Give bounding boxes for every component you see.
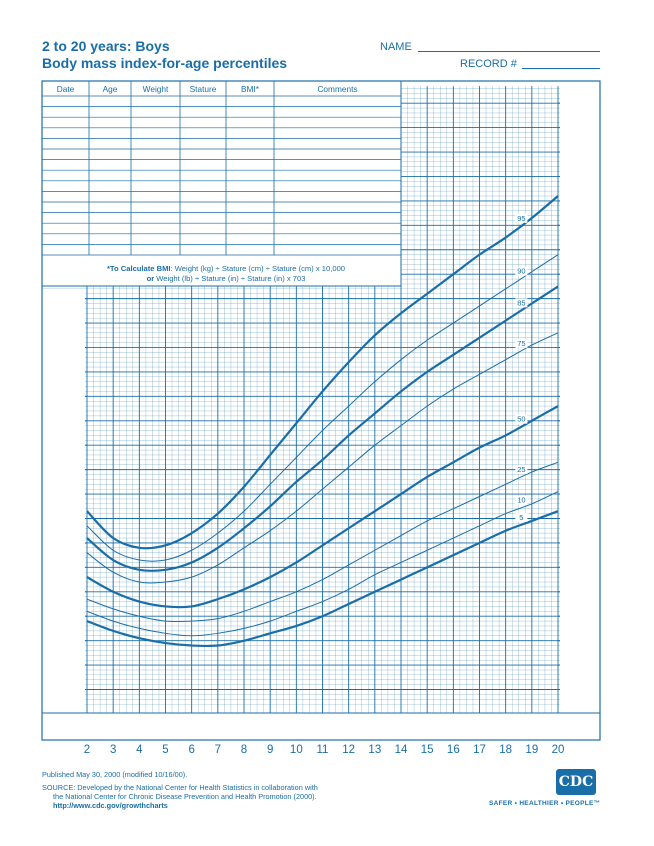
x-tick-label: 9	[267, 744, 273, 756]
outer-frame	[41, 80, 601, 741]
record-table-box	[41, 80, 402, 287]
percentile-label-50: 50	[517, 415, 525, 424]
table-header-comments: Comments	[317, 84, 357, 94]
percentile-label-bg	[515, 512, 528, 522]
x-tick-label: 6	[188, 744, 194, 756]
x-tick-label: 14	[395, 744, 408, 756]
percentile-curve-85	[86, 285, 559, 572]
percentile-label-bg	[515, 298, 528, 308]
percentile-label-85: 85	[517, 298, 525, 307]
percentile-label-bg	[515, 213, 528, 223]
percentile-curve-5	[86, 510, 559, 648]
percentile-label-bg	[515, 464, 528, 474]
source-url[interactable]: http://www.cdc.gov/growthcharts	[53, 801, 168, 810]
source-line-1: SOURCE: Developed by the National Center…	[42, 783, 318, 792]
table-header-date: Date	[57, 84, 75, 94]
x-tick-label: 10	[290, 744, 303, 756]
name-field[interactable]	[418, 51, 600, 52]
table-header-weight: Weight	[143, 84, 169, 94]
source-line-2: the National Center for Chronic Disease …	[53, 792, 317, 801]
percentile-label-25: 25	[517, 465, 525, 474]
percentile-label-bg	[515, 338, 528, 348]
percentile-label-10: 10	[517, 496, 525, 505]
percentile-curves: 95 90 85 75 50 25 10 5	[86, 195, 559, 648]
x-tick-label: 13	[368, 744, 381, 756]
percentile-label-75: 75	[517, 339, 525, 348]
chart-title: 2 to 20 years: Boys	[42, 38, 170, 54]
table-header-age: Age	[103, 84, 118, 94]
x-tick-label: 12	[342, 744, 355, 756]
bmi-formula-imperial: or Weight (lb) ÷ Stature (in) ÷ Stature …	[147, 274, 306, 283]
table-header-bmi: BMI*	[241, 84, 260, 94]
name-label: NAME	[380, 41, 412, 53]
chart-subtitle: Body mass index-for-age percentiles	[42, 55, 288, 71]
percentile-curve-50	[86, 405, 559, 609]
percentile-curve-75	[86, 332, 559, 584]
x-tick-label: 3	[110, 744, 116, 756]
x-tick-label: 8	[241, 744, 247, 756]
percentile-label-bg	[515, 414, 528, 424]
right-gutter	[560, 81, 600, 715]
x-tick-label: 5	[162, 744, 168, 756]
bottom-gutter	[42, 713, 600, 740]
percentile-curve-90	[86, 254, 559, 562]
x-tick-label: 11	[317, 744, 329, 756]
record-table: Date Age Weight Stature BMI* Comments *To Calc…	[41, 80, 402, 287]
x-tick-label: 19	[525, 744, 538, 756]
x-tick-label: 16	[447, 744, 460, 756]
percentile-curve-25	[86, 461, 559, 623]
x-tick-label: 18	[499, 744, 512, 756]
x-tick-label: 2	[84, 744, 90, 756]
published-note: Published May 30, 2000 (modified 10/16/0…	[42, 770, 188, 779]
x-tick-label: 4	[136, 744, 143, 756]
x-tick-label: 20	[552, 744, 565, 756]
bmi-formula-metric: *To Calculate BMI: Weight (kg) ÷ Stature…	[107, 264, 345, 273]
chart-frame	[41, 80, 601, 741]
percentile-label-5: 5	[519, 513, 523, 522]
cdc-logo: CDC	[556, 769, 596, 795]
percentile-curve-95	[86, 195, 559, 550]
percentile-label-bg	[515, 495, 528, 505]
percentile-label-bg	[515, 266, 528, 276]
table-header-stature: Stature	[190, 84, 217, 94]
record-field[interactable]	[522, 68, 600, 69]
x-tick-label: 7	[215, 744, 221, 756]
left-gutter	[42, 290, 85, 715]
x-tick-label: 17	[473, 744, 486, 756]
record-label: RECORD #	[460, 58, 517, 70]
percentile-label-95: 95	[517, 214, 525, 223]
x-tick-label: 15	[421, 744, 434, 756]
percentile-curve-10	[86, 491, 559, 637]
cdc-tagline: SAFER • HEALTHIER • PEOPLE™	[489, 800, 601, 807]
percentile-label-90: 90	[517, 267, 525, 276]
